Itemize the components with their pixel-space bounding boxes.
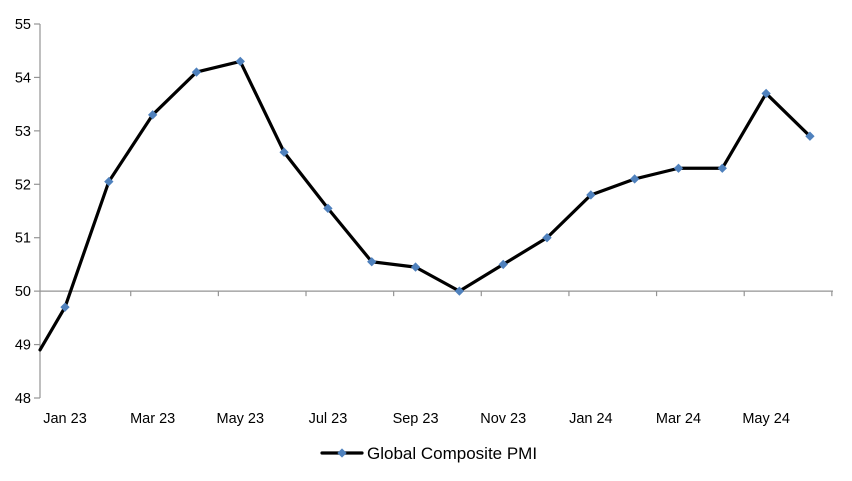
y-tick-label-48: 48 bbox=[15, 391, 31, 407]
legend-diamond-marker-icon bbox=[337, 448, 347, 458]
data-point-feb-24 bbox=[629, 174, 640, 184]
y-tick-label-51: 51 bbox=[15, 231, 31, 247]
y-tick-label-53: 53 bbox=[15, 124, 31, 140]
data-point-may-24 bbox=[761, 88, 771, 99]
data-point-feb-23 bbox=[104, 176, 114, 187]
x-tick-label-may-24: May 24 bbox=[742, 411, 790, 427]
data-point-mar-23 bbox=[147, 110, 158, 120]
x-axis: Jan 23 Mar 23 May 23 Jul 23 Sep 23 Nov 23 Jan … bbox=[40, 290, 833, 427]
y-tick-label-52: 52 bbox=[15, 177, 31, 193]
x-tick-label-jul-23: Jul 23 bbox=[309, 411, 348, 427]
legend: Global Composite PMI bbox=[320, 444, 537, 463]
legend-label: Global Composite PMI bbox=[367, 444, 537, 463]
data-point-mar-24 bbox=[673, 163, 684, 173]
data-point-apr-23 bbox=[191, 67, 202, 77]
data-point-may-23 bbox=[235, 56, 245, 67]
data-point-dec-23 bbox=[542, 233, 552, 243]
y-tick-label-54: 54 bbox=[15, 70, 31, 86]
x-tick-label-may-23: May 23 bbox=[216, 411, 264, 427]
series-global-composite-pmi bbox=[38, 56, 815, 352]
y-tick-label-50: 50 bbox=[15, 284, 31, 300]
x-tick-label-mar-23: Mar 23 bbox=[130, 411, 175, 427]
data-point-jun-24 bbox=[805, 131, 815, 141]
pmi-line bbox=[38, 59, 812, 352]
data-point-apr-24 bbox=[717, 163, 727, 173]
x-tick-label-sep-23: Sep 23 bbox=[393, 411, 439, 427]
data-point-jan-24 bbox=[586, 190, 596, 200]
y-tick-label-55: 55 bbox=[15, 17, 31, 33]
y-axis: 55 54 53 52 51 50 49 48 bbox=[15, 17, 41, 407]
x-tick-label-jan-24: Jan 24 bbox=[569, 411, 613, 427]
y-tick-label-49: 49 bbox=[15, 338, 31, 354]
x-tick-label-mar-24: Mar 24 bbox=[656, 411, 701, 427]
x-tick-label-jan-23: Jan 23 bbox=[43, 411, 87, 427]
x-tick-label-nov-23: Nov 23 bbox=[480, 411, 526, 427]
